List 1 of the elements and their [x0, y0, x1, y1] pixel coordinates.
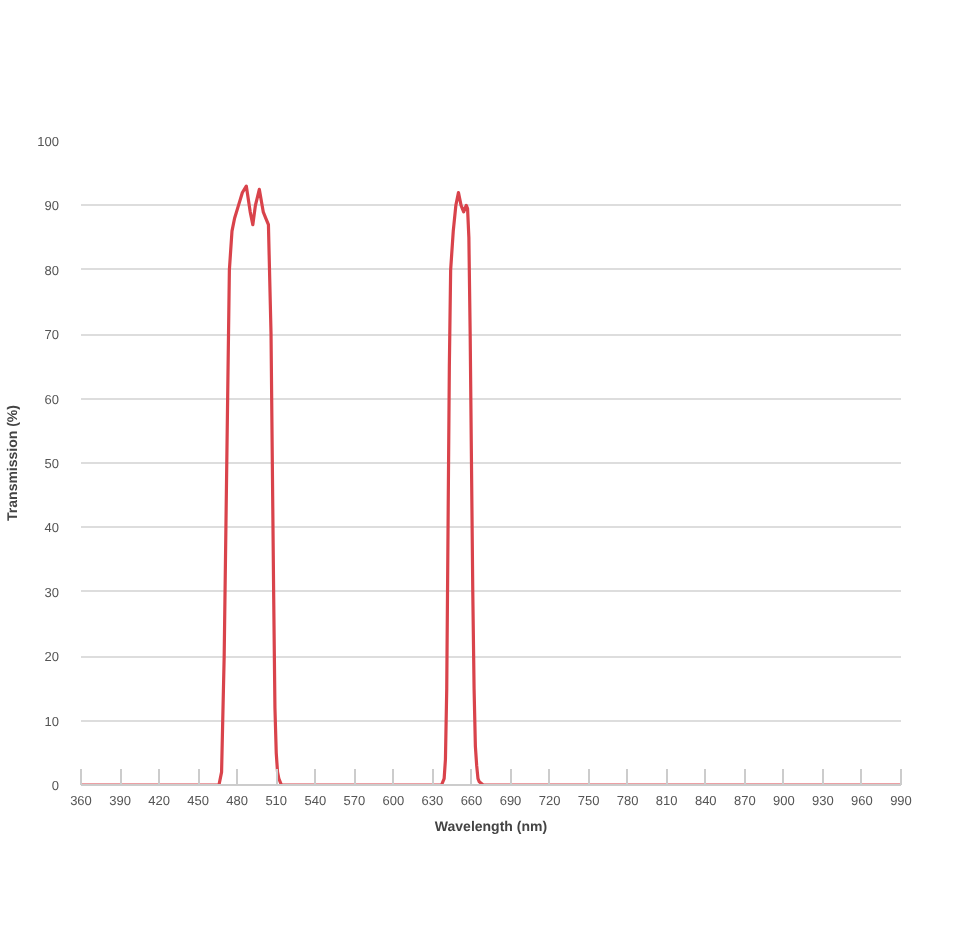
line-series [81, 184, 901, 785]
